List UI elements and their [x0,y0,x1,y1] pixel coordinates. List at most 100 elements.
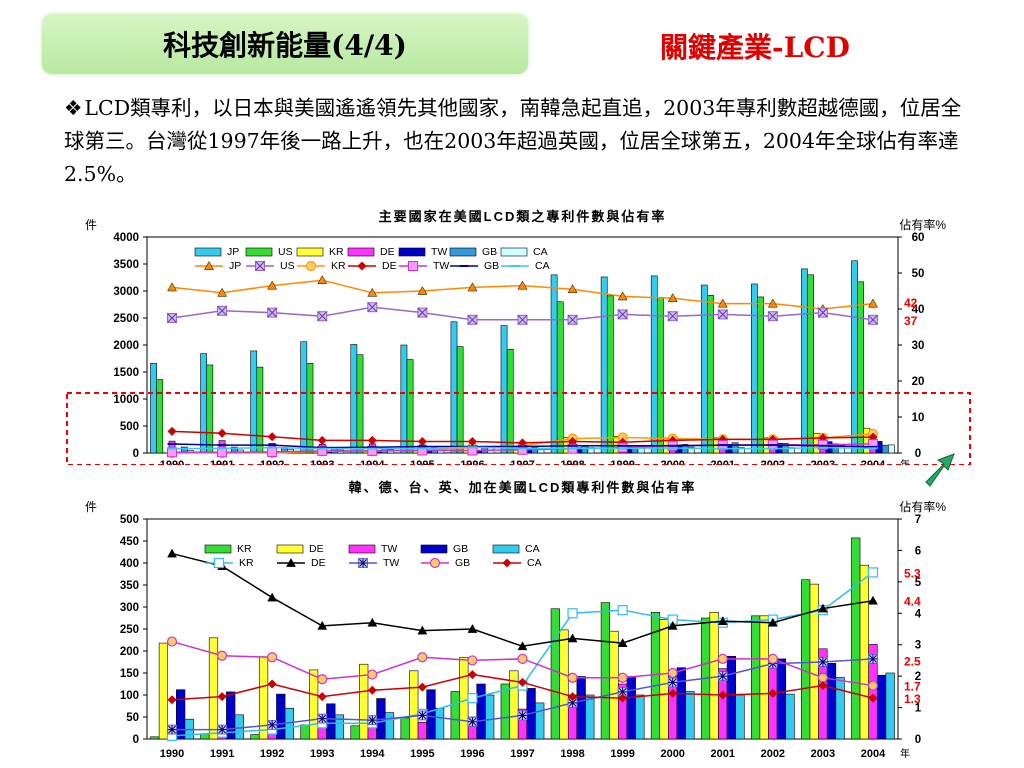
bar-ca [888,444,895,454]
point-us [767,311,778,322]
slide-title-box: 科技創新能量(4/4) [42,14,528,74]
bar-us [406,359,414,454]
y-tick-label-left: 4000 [113,232,139,244]
bar-kr [751,615,761,740]
x-tick-label: 1993 [310,459,334,465]
x-tick-label: 1994 [360,459,385,465]
point-gb [267,652,278,663]
bar-de [859,564,869,740]
x-tick-label: 1999 [610,459,634,465]
x-tick-label: 2002 [761,459,785,465]
legend-label: DE [382,260,397,272]
point-ca [668,688,678,698]
point-gb [517,653,528,664]
point-gb [617,672,628,683]
point-us [417,307,428,318]
point-jp [517,280,528,290]
bar-kr [300,724,310,740]
point-tw [717,671,728,682]
bar-ca [485,694,495,740]
bar-gb [776,658,787,740]
x-tick-label: 2001 [711,748,735,760]
bar-gb [176,689,186,740]
point-gb [767,653,778,664]
bar-ca [885,672,895,740]
point-de [417,436,427,446]
legend-label: CA [525,543,540,555]
legend-label: GB [453,543,468,555]
bar-us [256,366,264,454]
point-jp [217,287,228,297]
bar-ca [685,691,695,740]
x-tick-label: 2000 [660,748,684,760]
bar-de [208,637,219,740]
x-tick-label: 1998 [560,459,584,465]
point-tw [818,657,828,667]
point-gb [166,636,178,647]
bar-kr [350,725,360,740]
point-tw [417,710,428,721]
end-value-label: 4.4 [904,595,921,609]
x-tick-label: 1996 [460,748,484,760]
x-tick-label: 1993 [310,748,334,760]
legend-swatch [347,247,375,257]
point-us [667,311,678,322]
legend-swatch [420,544,448,554]
y-tick-label-left: 0 [133,448,139,460]
bar-us [556,301,564,454]
x-tick-label: 1997 [510,459,534,465]
x-axis-unit: 年 [900,747,910,760]
point-de [618,437,628,447]
y-tick-label-right: 2 [915,671,921,683]
bar-tw [417,721,427,740]
bar-kr [150,736,160,740]
x-tick-label: 1991 [210,748,234,760]
end-value-label: 1.7 [904,680,921,694]
point-ca [467,670,477,680]
point-us [317,311,328,322]
bar-ca [434,707,445,740]
point-tw [367,715,378,726]
y-axis-right-label: 佔有率% [899,217,946,232]
y-tick-label-right: 50 [912,268,925,280]
bar-jp [751,283,758,454]
point-de [367,617,378,627]
x-tick-label: 2002 [761,748,785,760]
point-tw [267,719,278,730]
point-ca [518,677,527,687]
y-tick-label-left: 2000 [113,340,139,352]
bar-de [409,670,419,740]
y-tick-label-left: 250 [120,624,139,636]
legend-label: DE [309,543,324,555]
bar-us [807,274,814,454]
point-us [817,307,828,318]
y-tick-label-left: 500 [120,421,139,433]
x-tick-label: 1992 [260,748,284,760]
legend-label: KR [239,557,254,569]
green-arrow-icon [925,453,955,487]
bar-us [857,281,865,454]
bar-jp [801,268,808,454]
legend-label: DE [380,246,395,258]
point-jp [367,287,378,297]
body-text: LCD類專利，以日本與美國遙遙領先其他國家，南韓急起直追，2003年專利數超越德… [64,96,962,186]
bar-us [657,297,664,454]
point-kr [617,605,628,616]
legend-marker [286,557,296,567]
y-tick-label-left: 500 [120,514,139,526]
legend-swatch [449,247,477,257]
point-us [267,307,278,318]
bar-jp [400,344,408,454]
point-ca [718,690,728,700]
point-de [217,428,227,438]
slide-title: 科技創新能量(4/4) [163,29,407,62]
bar-ca [384,712,395,740]
y-tick-label-left: 2500 [113,313,139,325]
bar-gb [726,655,736,740]
bar-ca [687,446,695,454]
y-axis-right-label: 佔有率% [899,499,946,514]
legend-swatch [500,247,528,257]
bar-jp [300,341,308,454]
point-us [617,309,628,320]
x-tick-label: 2004 [861,459,886,465]
